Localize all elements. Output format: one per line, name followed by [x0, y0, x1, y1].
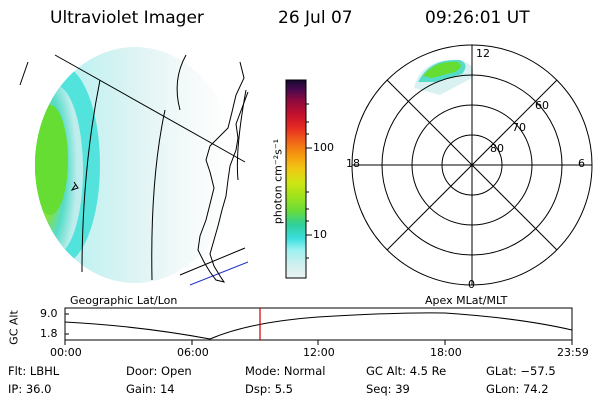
info-dsp: Dsp: 5.5 [245, 382, 293, 396]
colorbar-tick-label: 100 [313, 141, 334, 154]
info-door: Door: Open [126, 364, 192, 378]
coastline [70, 181, 79, 191]
polar-lat-label: 70 [512, 121, 526, 134]
info-gain: Gain: 14 [126, 382, 175, 396]
polar-spoke [386, 79, 558, 251]
timeline-frame [64, 307, 573, 341]
geographic-title: Geographic Lat/Lon [70, 294, 178, 307]
info-glat: GLat: −57.5 [486, 364, 556, 378]
map-grid-line [81, 79, 101, 273]
timeline-x-tick: 00:00 [50, 346, 82, 359]
altitude-curve [64, 312, 573, 340]
polar-mlt-label: 12 [476, 47, 490, 60]
timeline-y-tick: 9.0 [40, 307, 58, 320]
time-label: 09:26:01 UT [425, 8, 530, 28]
date-label: 26 Jul 07 [278, 8, 353, 28]
coastline [197, 61, 249, 283]
info-ip: IP: 36.0 [8, 382, 52, 396]
polar-mlt-label: 18 [346, 157, 360, 170]
timeline-y-tick: 1.8 [40, 327, 58, 340]
app-title: Ultraviolet Imager [50, 8, 204, 28]
info-glon: GLon: 74.2 [486, 382, 549, 396]
polar-lat-label: 80 [490, 142, 504, 155]
timeline-x-tick: 12:00 [303, 346, 335, 359]
info-mode: Mode: Normal [245, 364, 326, 378]
apex-title: Apex MLat/MLT [425, 294, 508, 307]
timeline-x-tick: 06:00 [177, 346, 209, 359]
timeline-x-tick: 23:59 [557, 346, 589, 359]
map-grid-line [176, 54, 187, 111]
info-gc-alt: GC Alt: 4.5 Re [366, 364, 447, 378]
polar-lat-label: 60 [535, 99, 549, 112]
map-grid-line [19, 61, 29, 86]
map-grid-line [151, 109, 166, 281]
colorbar-gradient [285, 79, 307, 279]
polar-mlt-label: 6 [578, 157, 585, 170]
polar-mlt-label: 0 [468, 278, 475, 291]
map-grid-line [54, 54, 246, 163]
timeline-x-tick: 18:00 [430, 346, 462, 359]
info-seq: Seq: 39 [366, 382, 410, 396]
colorbar-tick-label: 10 [313, 228, 327, 241]
info-flt: Flt: LBHL [8, 364, 60, 378]
